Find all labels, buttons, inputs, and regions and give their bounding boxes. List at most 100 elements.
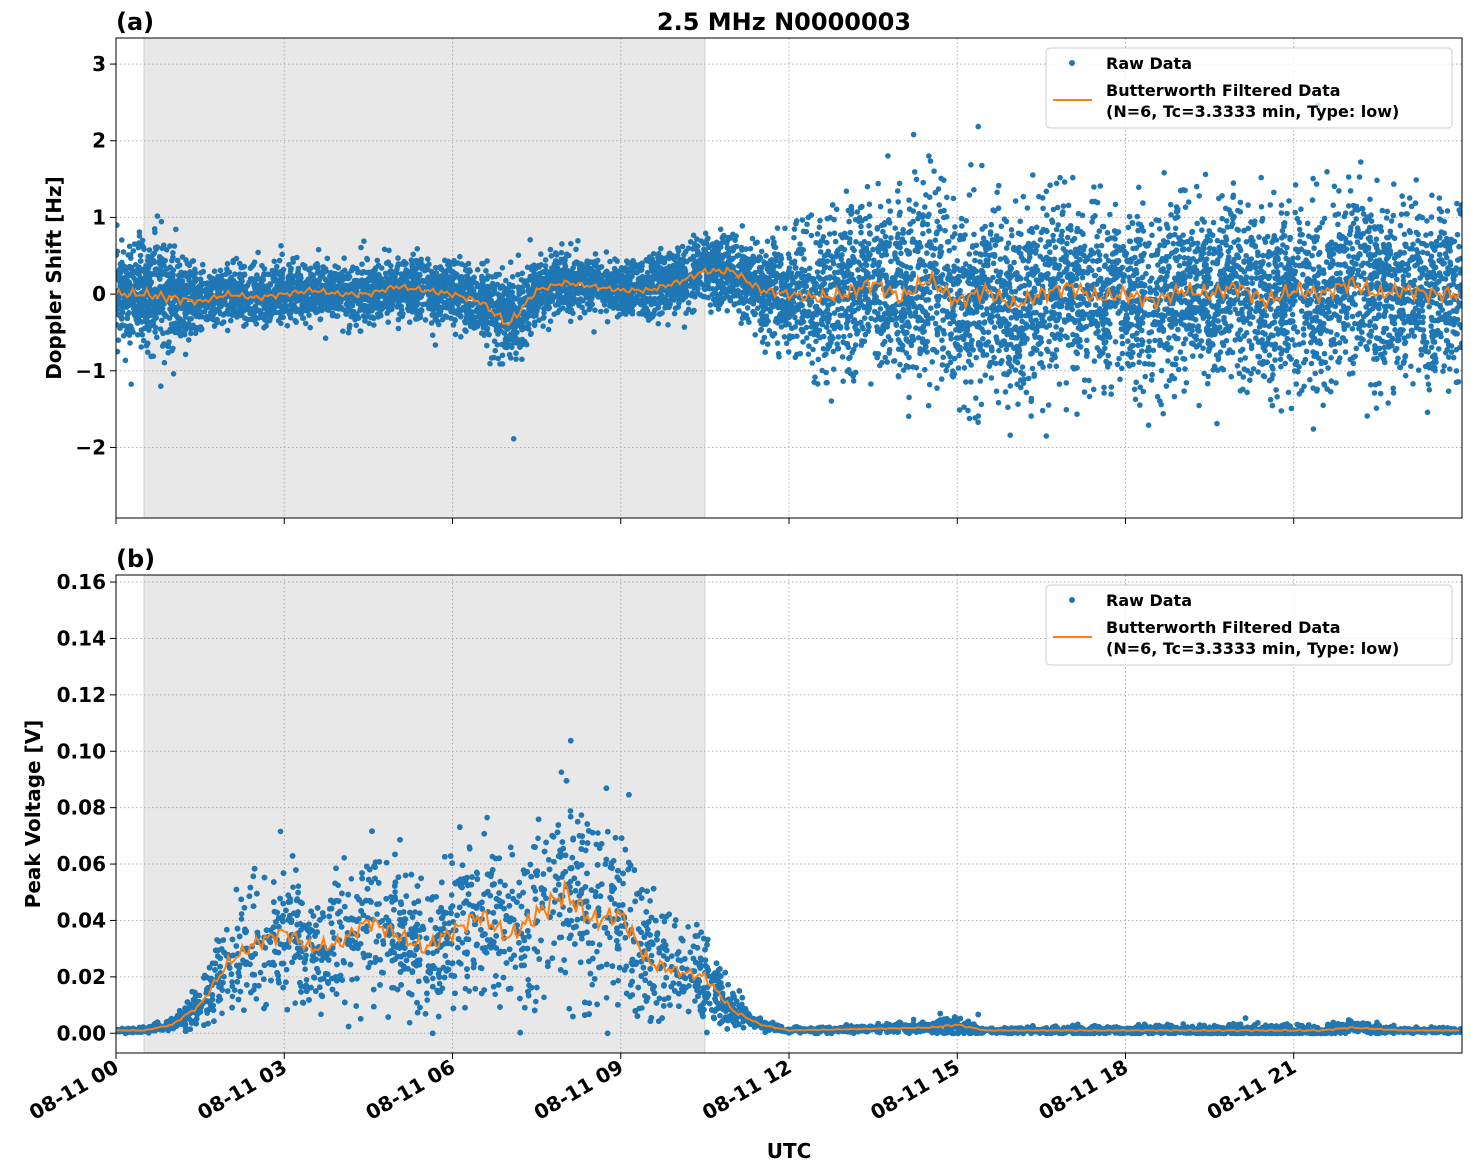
raw-data-point xyxy=(938,209,944,215)
raw-data-point xyxy=(809,360,815,366)
raw-data-point xyxy=(999,224,1005,230)
raw-data-point xyxy=(862,315,868,321)
raw-data-point xyxy=(1116,356,1122,362)
raw-data-point xyxy=(842,247,848,253)
raw-data-point xyxy=(1047,182,1053,188)
raw-data-point xyxy=(1044,433,1050,439)
raw-data-point xyxy=(1305,221,1311,227)
raw-data-point xyxy=(1415,238,1421,244)
raw-data-point xyxy=(758,327,764,333)
raw-data-point xyxy=(1011,308,1017,314)
raw-data-point xyxy=(658,246,664,252)
raw-data-point xyxy=(924,250,930,256)
raw-data-point xyxy=(888,337,894,343)
raw-data-point xyxy=(1441,363,1447,369)
panel-a-ylabel: Doppler Shift [Hz] xyxy=(42,176,66,380)
raw-data-point xyxy=(968,162,974,168)
raw-data-point xyxy=(774,258,780,264)
raw-data-point xyxy=(1105,230,1111,236)
raw-data-point xyxy=(1224,338,1230,344)
raw-data-point xyxy=(816,357,822,363)
raw-data-point xyxy=(1424,374,1430,380)
raw-data-point xyxy=(894,322,900,328)
raw-data-point xyxy=(739,245,745,251)
raw-data-point xyxy=(835,248,841,254)
raw-data-point xyxy=(1231,239,1237,245)
raw-data-point xyxy=(1142,374,1148,380)
y-tick-label: −2 xyxy=(75,435,106,459)
raw-data-point xyxy=(341,255,347,261)
raw-data-point xyxy=(410,252,416,258)
raw-data-point xyxy=(801,256,807,262)
raw-data-point xyxy=(1047,323,1053,329)
raw-data-point xyxy=(316,247,322,253)
raw-data-point xyxy=(880,229,886,235)
raw-data-point xyxy=(453,332,459,338)
raw-data-point xyxy=(738,321,744,327)
raw-data-point xyxy=(1146,339,1152,345)
raw-data-point xyxy=(483,268,489,274)
raw-data-point xyxy=(1247,338,1253,344)
raw-data-point xyxy=(1320,403,1326,409)
raw-data-point xyxy=(1178,349,1184,355)
raw-data-point xyxy=(1053,324,1059,330)
raw-data-point xyxy=(755,305,761,311)
raw-data-point xyxy=(951,196,957,202)
raw-data-point xyxy=(906,414,912,420)
raw-data-point xyxy=(978,378,984,384)
raw-data-point xyxy=(355,314,361,320)
raw-data-point xyxy=(1203,172,1209,178)
raw-data-point xyxy=(1097,353,1103,359)
raw-data-point xyxy=(750,236,756,242)
raw-data-point xyxy=(868,381,874,387)
raw-data-point xyxy=(1334,332,1340,338)
raw-data-point xyxy=(1054,347,1060,353)
raw-data-point xyxy=(1438,242,1444,248)
raw-data-point xyxy=(950,234,956,240)
raw-data-point xyxy=(151,251,157,257)
raw-data-point xyxy=(379,265,385,271)
raw-data-point xyxy=(308,266,314,272)
raw-data-point xyxy=(1398,223,1404,229)
raw-data-point xyxy=(1357,174,1363,180)
raw-data-point xyxy=(721,281,727,287)
raw-data-point xyxy=(936,186,942,192)
raw-data-point xyxy=(525,265,531,271)
raw-data-point xyxy=(1211,220,1217,226)
raw-data-point xyxy=(1084,338,1090,344)
raw-data-point xyxy=(1096,267,1102,273)
raw-data-point xyxy=(993,242,999,248)
raw-data-point xyxy=(914,177,920,183)
raw-data-point xyxy=(219,321,225,327)
raw-data-point xyxy=(1032,372,1038,378)
raw-data-point xyxy=(145,349,151,355)
raw-data-point xyxy=(929,359,935,365)
raw-data-point xyxy=(1059,327,1065,333)
raw-data-point xyxy=(548,318,554,324)
raw-data-point xyxy=(827,231,833,237)
raw-data-point xyxy=(762,349,768,355)
raw-data-point xyxy=(1159,368,1165,374)
raw-data-point xyxy=(242,271,248,277)
raw-data-point xyxy=(1242,355,1248,361)
raw-data-point xyxy=(955,258,961,264)
raw-data-point xyxy=(823,351,829,357)
raw-data-point xyxy=(527,237,533,243)
raw-data-point xyxy=(1309,361,1315,367)
raw-data-point xyxy=(487,361,493,367)
raw-data-point xyxy=(1221,343,1227,349)
raw-data-point xyxy=(926,403,932,409)
raw-data-point xyxy=(1210,260,1216,266)
raw-data-point xyxy=(897,181,903,187)
x-axis-label: UTC xyxy=(767,1139,812,1163)
raw-data-point xyxy=(1018,231,1024,237)
raw-data-point xyxy=(1332,311,1338,317)
raw-data-point xyxy=(1176,367,1182,373)
raw-data-point xyxy=(604,308,610,314)
raw-data-point xyxy=(1368,333,1374,339)
raw-data-point xyxy=(931,168,937,174)
raw-data-point xyxy=(1378,391,1384,397)
raw-data-point xyxy=(1440,307,1446,313)
